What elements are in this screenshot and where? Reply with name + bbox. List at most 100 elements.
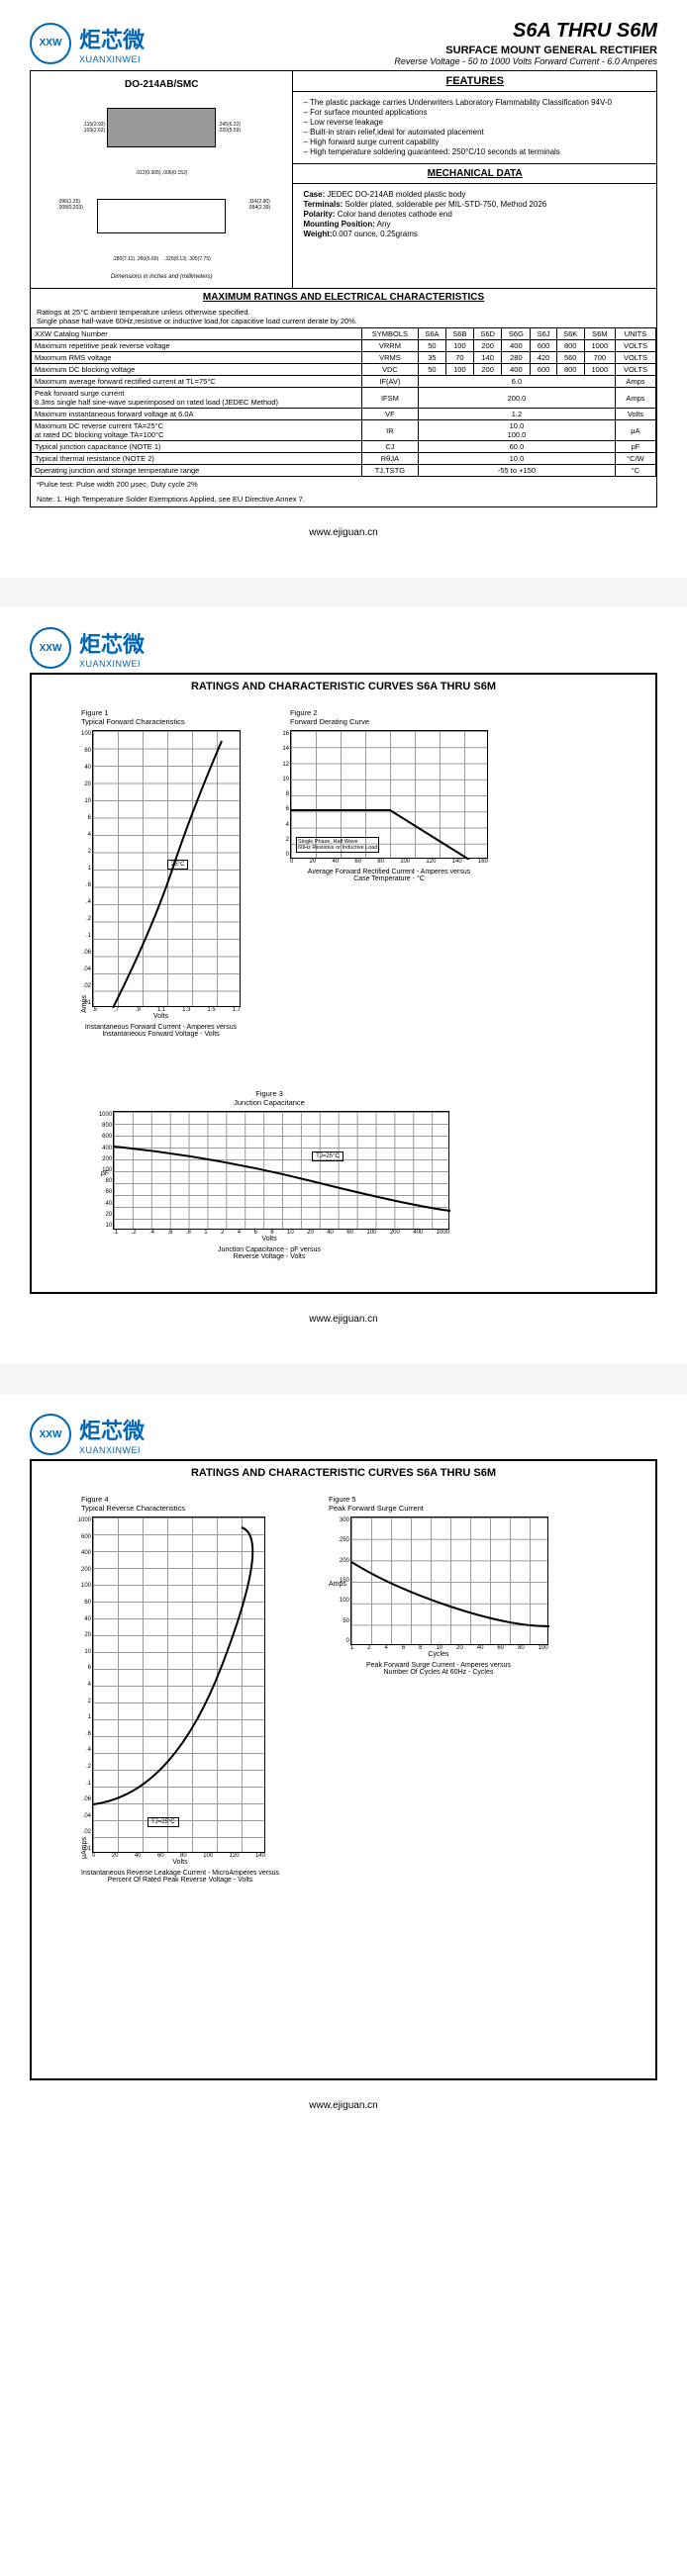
axis-tick: 800 bbox=[90, 1123, 112, 1129]
subtitle: SURFACE MOUNT GENERAL RECTIFIER bbox=[394, 45, 657, 56]
logo-icon: XXW bbox=[30, 627, 71, 669]
mechanical-body: Case: JEDEC DO-214AB molded plastic body… bbox=[293, 184, 656, 245]
footer-url: www.ejiguan.cn bbox=[30, 1294, 657, 1344]
axis-tick: 400 bbox=[69, 1550, 91, 1556]
axis-tick: .6 bbox=[69, 882, 91, 888]
axis-tick: 200 bbox=[90, 1156, 112, 1162]
axis-tick: .2 bbox=[69, 1764, 91, 1770]
axis-tick: 250 bbox=[328, 1537, 349, 1543]
mech-weight: 0.007 ounce, 0.25grams bbox=[333, 230, 418, 238]
logo-chinese: 炬芯微 bbox=[79, 1414, 145, 1445]
logo-icon: XXW bbox=[30, 1414, 71, 1455]
axis-tick: 1 bbox=[69, 1714, 91, 1720]
spec-value: 280 bbox=[502, 352, 531, 364]
spec-header-cell: S6G bbox=[502, 328, 531, 340]
axis-tick: 200 bbox=[328, 1558, 349, 1564]
spec-value: 1000 bbox=[584, 364, 615, 376]
feature-item: Low reverse leakage bbox=[303, 118, 646, 127]
fig1-caption: Instantaneous Forward Current - Amperes … bbox=[81, 1024, 241, 1038]
spec-label: Maximum DC reverse current TA=25°C at ra… bbox=[32, 420, 362, 441]
axis-tick: 4 bbox=[69, 832, 91, 838]
axis-tick: 2 bbox=[69, 849, 91, 855]
axis-tick: 6 bbox=[267, 806, 289, 812]
axis-tick: 400 bbox=[90, 1146, 112, 1151]
axis-tick: 1 bbox=[69, 866, 91, 872]
fig4-xlabel: Volts bbox=[81, 1859, 279, 1866]
axis-tick: .02 bbox=[69, 1829, 91, 1835]
spec-value: 100 bbox=[445, 364, 473, 376]
spec-value: 50 bbox=[418, 340, 445, 352]
feature-item: The plastic package carries Underwriters… bbox=[303, 98, 646, 107]
feature-item: High forward surge current capability bbox=[303, 138, 646, 146]
fig1-xlabel: Volts bbox=[81, 1013, 241, 1020]
feature-item: Built-in strain relief,ideal for automat… bbox=[303, 128, 646, 137]
feature-item: High temperature soldering guaranteed: 2… bbox=[303, 147, 646, 156]
spec-unit: Volts bbox=[615, 409, 655, 420]
spec-value-span: 6.0 bbox=[418, 376, 615, 388]
axis-tick: 0 bbox=[267, 852, 289, 858]
ratings-intro: Ratings at 25°C ambient temperature unle… bbox=[31, 306, 656, 327]
spec-unit: pF bbox=[615, 441, 655, 453]
axis-tick: 20 bbox=[69, 1632, 91, 1638]
feature-item: For surface mounted applications bbox=[303, 108, 646, 117]
spec-unit: μA bbox=[615, 420, 655, 441]
axis-tick: 80 bbox=[90, 1178, 112, 1184]
spec-value: 400 bbox=[502, 364, 531, 376]
spec-label: Maximum DC blocking voltage bbox=[32, 364, 362, 376]
fig4-anno: TJ=25°C bbox=[147, 1817, 179, 1827]
axis-tick: 8 bbox=[267, 791, 289, 797]
note-1: Note: 1. High Temperature Solder Exempti… bbox=[31, 492, 656, 506]
spec-value: 700 bbox=[584, 352, 615, 364]
axis-tick: 10 bbox=[267, 777, 289, 782]
fig1-anno: 25°C bbox=[167, 860, 188, 870]
logo-chinese: 炬芯微 bbox=[79, 23, 145, 54]
axis-tick: 2 bbox=[267, 837, 289, 843]
axis-tick: 1000 bbox=[69, 1518, 91, 1523]
figure-5: Figure 5 Peak Forward Surge Current Amps… bbox=[329, 1495, 548, 1676]
logo-block: XXW 炬芯微 XUANXINWEI bbox=[30, 1414, 145, 1455]
spec-value-span: 10.0 bbox=[418, 453, 615, 465]
fig3-xlabel: Volts bbox=[101, 1236, 438, 1242]
footer-url: www.ejiguan.cn bbox=[30, 2080, 657, 2131]
axis-tick: 60 bbox=[69, 748, 91, 754]
package-title: DO-214AB/SMC bbox=[39, 79, 284, 90]
axis-tick: 16 bbox=[267, 731, 289, 737]
figure-3: Figure 3 Junction Capacitance pF 1000800… bbox=[101, 1089, 645, 1260]
fig3-caption: Junction Capacitance - pF versus Reverse… bbox=[101, 1246, 438, 1260]
spec-unit: VOLTS bbox=[615, 352, 655, 364]
logo-icon: XXW bbox=[30, 23, 71, 64]
spec-unit: Amps bbox=[615, 388, 655, 409]
mech-mounting: Any bbox=[377, 220, 391, 229]
spec-value: 800 bbox=[556, 364, 584, 376]
axis-tick: 200 bbox=[69, 1567, 91, 1573]
axis-tick: 60 bbox=[69, 1600, 91, 1606]
axis-tick: .6 bbox=[69, 1731, 91, 1737]
mech-polarity: Color band denotes cathode end bbox=[338, 210, 452, 219]
fig2-caption: Average Forward Rectified Current - Ampe… bbox=[290, 869, 488, 882]
logo-block: XXW 炬芯微 XUANXINWEI bbox=[30, 23, 145, 64]
spec-header-cell: S6D bbox=[473, 328, 502, 340]
spec-unit: Amps bbox=[615, 376, 655, 388]
axis-tick: 40 bbox=[69, 765, 91, 771]
fig5-caption: Peak Forward Surge Current - Amperes ver… bbox=[329, 1662, 548, 1676]
logo-english: XUANXINWEI bbox=[79, 659, 145, 669]
fig4-title: Figure 4 Typical Reverse Characteristics bbox=[81, 1495, 279, 1513]
spec-value: 200 bbox=[473, 364, 502, 376]
spec-label: Maximum instantaneous forward voltage at… bbox=[32, 409, 362, 420]
spec-value: 200 bbox=[473, 340, 502, 352]
logo-chinese: 炬芯微 bbox=[79, 627, 145, 659]
fig3-title: Figure 3 Junction Capacitance bbox=[101, 1089, 438, 1107]
spec-unit: VOLTS bbox=[615, 340, 655, 352]
spec-value: 600 bbox=[531, 340, 556, 352]
spec-value-span: 60.0 bbox=[418, 441, 615, 453]
axis-tick: .06 bbox=[69, 1796, 91, 1802]
axis-tick: 10 bbox=[90, 1223, 112, 1229]
spec-symbol: IF(AV) bbox=[361, 376, 418, 388]
axis-tick: 100 bbox=[69, 731, 91, 737]
fig4-caption: Instantaneous Reverse Leakage Current - … bbox=[81, 1870, 279, 1884]
axis-tick: .1 bbox=[69, 933, 91, 939]
figure-1: Figure 1 Typical Forward Characteristics… bbox=[81, 708, 241, 1038]
spec-value: 140 bbox=[473, 352, 502, 364]
spec-header-cell: S6K bbox=[556, 328, 584, 340]
mech-terminals: Solder plated, solderable per MIL-STD-75… bbox=[345, 200, 547, 209]
